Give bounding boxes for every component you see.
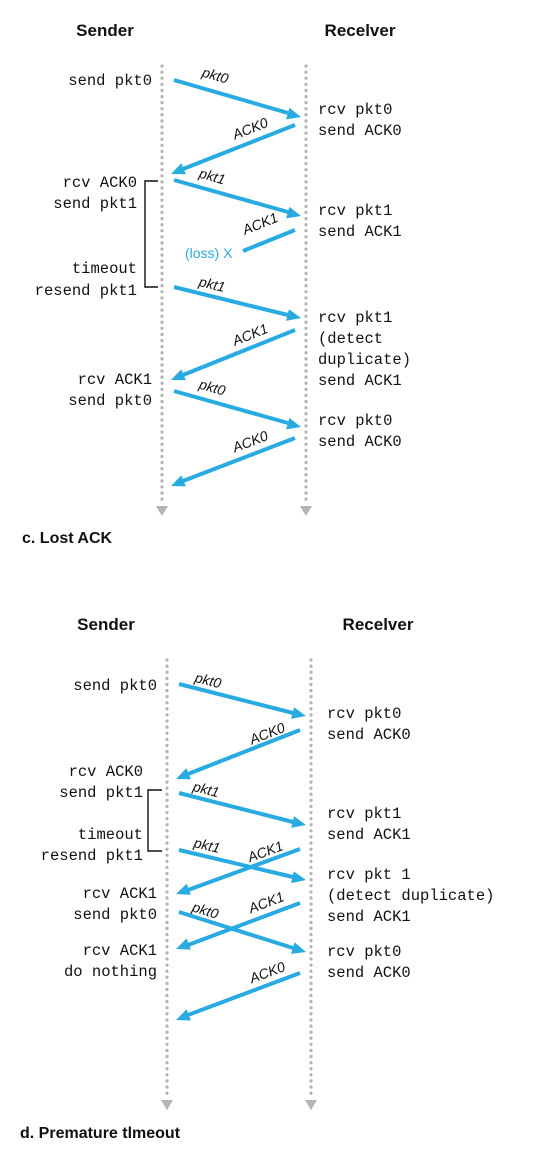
message-ack0: ACK0 [176, 719, 301, 780]
receiver-event: rcv pkt0 send ACK0 [318, 101, 402, 140]
timeout-bracket [144, 180, 158, 288]
receiver-event: rcv pkt1 send ACK1 [318, 202, 402, 241]
svg-text:pkt0: pkt0 [196, 376, 227, 399]
message-ack0: ACK0 [171, 114, 296, 175]
sender-event: timeout resend pkt1 [35, 260, 137, 300]
svg-text:ACK0: ACK0 [246, 958, 287, 986]
receiver-event: rcv pkt1 send ACK1 [327, 805, 411, 844]
svg-text:pkt1: pkt1 [196, 165, 227, 188]
receiver-timeline-arrowhead [305, 1100, 317, 1110]
svg-text:pkt0: pkt0 [192, 669, 223, 691]
svg-text:pkt1: pkt1 [196, 273, 226, 295]
panel-caption: c. Lost ACK [22, 530, 113, 547]
sender-event: send pkt0 [73, 677, 157, 695]
panel-caption: d. Premature tlmeout [20, 1125, 181, 1142]
message-pkt0: pkt0 [173, 64, 301, 120]
sender-event: timeout resend pkt1 [41, 826, 143, 865]
message-pkt1-resend: pkt1 [178, 834, 306, 884]
message-pkt0: pkt0 [178, 669, 306, 719]
sender-event: rcv ACK1 do nothing [64, 942, 157, 981]
message-pkt1: pkt1 [178, 778, 306, 828]
receiver-event: rcv pkt1 (detect duplicate) send ACK1 [318, 309, 411, 390]
sender-heading: Sender [76, 21, 134, 40]
sender-event: send pkt0 [68, 72, 152, 90]
sender-event: rcv ACK1 send pkt0 [68, 371, 152, 410]
timeout-bracket [147, 789, 162, 852]
receiver-timeline-arrowhead [300, 506, 312, 516]
panel-lost-ack: Sender Recelver send pkt0 rcv ACK0 send p… [22, 21, 411, 547]
receiver-event: rcv pkt0 send ACK0 [327, 943, 411, 982]
message-ack1: ACK1 [171, 320, 296, 381]
loss-label: (loss) X [185, 245, 233, 261]
message-ack0-second: ACK0 [171, 427, 296, 487]
sender-event: rcv ACK0 send pkt1 [53, 174, 137, 213]
sender-timeline-arrowhead [161, 1100, 173, 1110]
svg-text:pkt1: pkt1 [191, 834, 221, 856]
message-pkt1-resend: pkt1 [173, 273, 301, 321]
message-pkt0-second: pkt0 [178, 898, 306, 954]
message-ack0-second: ACK0 [176, 958, 301, 1021]
sender-event: rcv ACK0 send pkt1 [59, 763, 143, 802]
receiver-event: rcv pkt0 send ACK0 [318, 412, 402, 451]
svg-text:pkt1: pkt1 [190, 778, 221, 800]
panel-premature-timeout: Sender Recelver send pkt0 rcv ACK0 send p… [20, 615, 494, 1142]
receiver-heading: Recelver [343, 615, 414, 634]
svg-text:ACK1: ACK1 [229, 320, 270, 349]
sender-heading: Sender [77, 615, 135, 634]
receiver-event: rcv pkt 1 (detect duplicate) send ACK1 [327, 866, 494, 926]
message-pkt1: pkt1 [173, 165, 301, 219]
message-ack1-lost: ACK1 (loss) X [185, 209, 296, 261]
receiver-event: rcv pkt0 send ACK0 [327, 705, 411, 744]
sender-event: rcv ACK1 send pkt0 [73, 885, 157, 924]
svg-text:ACK1: ACK1 [239, 209, 280, 238]
sender-timeline-arrowhead [156, 506, 168, 516]
receiver-heading: Recelver [325, 21, 396, 40]
svg-text:pkt0: pkt0 [190, 898, 221, 922]
message-pkt0-second: pkt0 [173, 376, 301, 430]
svg-text:pkt0: pkt0 [199, 64, 230, 87]
